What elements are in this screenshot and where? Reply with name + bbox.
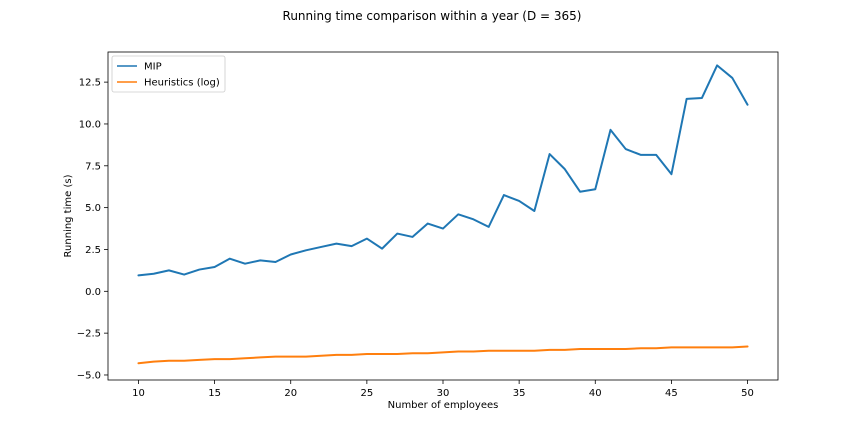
y-axis-label: Running time (s)	[63, 174, 74, 257]
y-tick-label: 5.0	[85, 203, 101, 214]
legend-label-heuristics: Heuristics (log)	[144, 78, 220, 89]
series-line-heuristics-log	[137, 345, 749, 365]
legend: MIP Heuristics (log)	[111, 55, 226, 93]
series-layer	[137, 64, 749, 365]
y-tick-label: 12.5	[79, 78, 101, 89]
legend-label-mip: MIP	[144, 62, 162, 73]
x-axis-label: Number of employees	[388, 400, 499, 411]
y-tick-label: −5.0	[77, 370, 101, 381]
x-tick-label: 35	[513, 388, 526, 399]
x-axis-ticks: 10 15 20 25 30 35 40 45 50	[132, 380, 754, 399]
x-tick-label: 25	[360, 388, 373, 399]
y-tick-label: −2.5	[77, 329, 101, 340]
x-tick-label: 40	[589, 388, 602, 399]
series-line-mip	[137, 64, 749, 277]
legend-box	[111, 55, 226, 93]
x-tick-label: 50	[741, 388, 754, 399]
x-tick-label: 15	[208, 388, 221, 399]
y-tick-label: 0.0	[85, 287, 101, 298]
y-tick-label: 10.0	[79, 119, 101, 130]
y-tick-label: 7.5	[85, 161, 101, 172]
x-tick-label: 10	[132, 388, 145, 399]
plot-area: 10 15 20 25 30 35 40 45 50 −5.0 −2.5 0.0 2.5 5.0 7.5 1…	[77, 51, 779, 399]
x-tick-label: 45	[665, 388, 678, 399]
chart-title: Running time comparison within a year (D…	[283, 9, 582, 23]
y-axis-ticks: −5.0 −2.5 0.0 2.5 5.0 7.5 10.0 12.5	[77, 78, 108, 381]
y-tick-label: 2.5	[85, 245, 101, 256]
x-tick-label: 20	[284, 388, 297, 399]
x-tick-label: 30	[437, 388, 450, 399]
